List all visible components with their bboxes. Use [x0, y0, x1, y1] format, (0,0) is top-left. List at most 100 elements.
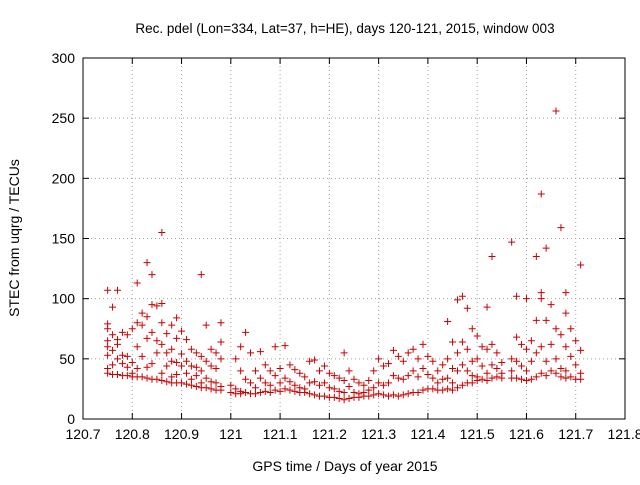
data-point [547, 301, 555, 309]
data-point [335, 374, 343, 382]
data-point [251, 384, 259, 392]
data-point [217, 319, 225, 327]
data-point [468, 379, 476, 387]
data-point [153, 349, 161, 357]
data-point [453, 349, 461, 357]
data-point [532, 349, 540, 357]
data-point [493, 364, 501, 372]
data-point [389, 372, 397, 380]
data-point [207, 345, 215, 353]
data-point [217, 355, 225, 363]
data-point [527, 337, 535, 345]
data-point [473, 355, 481, 363]
data-point [532, 316, 540, 324]
data-point [261, 379, 269, 387]
data-point [291, 366, 299, 374]
x-tick-label: 121.1 [263, 426, 298, 442]
data-point [399, 391, 407, 399]
data-point [311, 378, 319, 386]
data-point [104, 325, 112, 333]
data-point [340, 376, 348, 384]
data-point [350, 375, 358, 383]
data-point [532, 253, 540, 261]
y-tick-label: 250 [52, 110, 76, 126]
data-point [562, 289, 570, 297]
data-point [375, 390, 383, 398]
data-point [158, 299, 166, 307]
data-point [182, 380, 190, 388]
data-point [552, 325, 560, 333]
data-point [128, 325, 136, 333]
data-point [449, 364, 457, 372]
data-point [178, 350, 186, 358]
data-point [498, 374, 506, 382]
data-point [320, 379, 328, 387]
data-point [109, 361, 117, 369]
data-point [173, 314, 181, 322]
data-point [557, 224, 565, 232]
data-point [449, 386, 457, 394]
data-point [404, 349, 412, 357]
data-point [399, 357, 407, 365]
data-point [542, 244, 550, 252]
data-point [296, 369, 304, 377]
x-tick-label: 121.4 [410, 426, 445, 442]
data-point [237, 343, 245, 351]
data-point [158, 319, 166, 327]
data-point [389, 391, 397, 399]
data-point [138, 321, 146, 329]
data-point [365, 376, 373, 384]
data-point [483, 345, 491, 353]
data-point [202, 321, 210, 329]
data-point [439, 386, 447, 394]
data-point [429, 374, 437, 382]
data-point [384, 379, 392, 387]
data-point [266, 381, 274, 389]
data-point [291, 381, 299, 389]
data-point [178, 362, 186, 370]
data-point [557, 331, 565, 339]
data-point [552, 355, 560, 363]
data-point [453, 367, 461, 375]
data-point [414, 355, 422, 363]
data-point [276, 364, 284, 372]
data-point [242, 389, 250, 397]
data-point [261, 361, 269, 369]
data-point [143, 313, 151, 321]
data-point [251, 390, 259, 398]
data-point [104, 286, 112, 294]
data-point [449, 338, 457, 346]
data-point [414, 389, 422, 397]
data-point [133, 364, 141, 372]
data-point [508, 355, 516, 363]
data-point [192, 349, 200, 357]
x-tick-label: 121.8 [607, 426, 640, 442]
data-point [355, 379, 363, 387]
data-point [168, 373, 176, 381]
data-point [434, 367, 442, 375]
data-point [266, 367, 274, 375]
data-point [508, 238, 516, 246]
data-point [527, 375, 535, 383]
data-point [163, 330, 171, 338]
data-point [365, 392, 373, 400]
data-point [158, 228, 166, 236]
data-point [572, 361, 580, 369]
data-point [513, 292, 521, 300]
data-point [207, 378, 215, 386]
data-point [513, 357, 521, 365]
data-point [429, 357, 437, 365]
data-point [527, 357, 535, 365]
data-point [271, 386, 279, 394]
data-point [118, 328, 126, 336]
data-point [498, 358, 506, 366]
data-point [118, 351, 126, 359]
data-point [409, 345, 417, 353]
data-point [537, 295, 545, 303]
data-point [187, 362, 195, 370]
data-point [463, 345, 471, 353]
data-point [542, 316, 550, 324]
data-point [143, 259, 151, 267]
data-point [562, 367, 570, 375]
data-point [458, 361, 466, 369]
